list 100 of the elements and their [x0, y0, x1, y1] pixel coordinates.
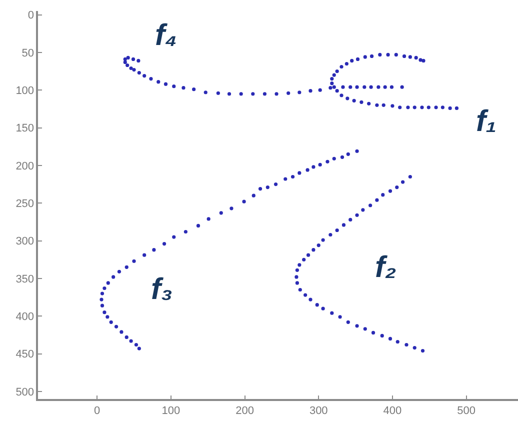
- point: [318, 88, 322, 92]
- point: [312, 248, 316, 252]
- x-tick-label: 500: [457, 404, 476, 417]
- point: [369, 85, 373, 89]
- point: [328, 232, 332, 237]
- point: [294, 275, 298, 279]
- point: [388, 336, 392, 341]
- point: [123, 60, 127, 64]
- point: [298, 263, 302, 267]
- point: [378, 52, 382, 56]
- point: [284, 177, 288, 181]
- point: [335, 89, 339, 93]
- point: [434, 106, 438, 110]
- point: [192, 88, 196, 92]
- point: [286, 91, 290, 95]
- y-tick-label: 400: [16, 310, 34, 323]
- point: [346, 96, 350, 100]
- point: [375, 198, 379, 202]
- point: [335, 69, 339, 74]
- point: [102, 286, 106, 290]
- point: [338, 315, 342, 319]
- point: [258, 187, 262, 191]
- point: [362, 85, 366, 89]
- point: [420, 348, 425, 353]
- point: [298, 288, 302, 292]
- point: [348, 85, 352, 89]
- point: [367, 102, 371, 106]
- point: [152, 248, 156, 252]
- y-tick-label: 500: [16, 386, 34, 398]
- point: [355, 324, 359, 328]
- point: [239, 92, 243, 96]
- point: [262, 92, 267, 96]
- point: [355, 149, 359, 153]
- point: [352, 98, 356, 102]
- point: [363, 327, 367, 331]
- point: [340, 155, 344, 159]
- point: [242, 200, 246, 204]
- point: [398, 106, 402, 110]
- series-label: f₃: [151, 273, 173, 306]
- y-tick-label: 200: [16, 160, 34, 172]
- point: [326, 160, 330, 164]
- point: [330, 82, 334, 86]
- series-label: f₂: [375, 251, 396, 284]
- point: [394, 52, 398, 56]
- point: [290, 174, 295, 179]
- point: [156, 80, 160, 84]
- x-tick-label: 100: [162, 404, 180, 417]
- point: [184, 230, 188, 234]
- x-tick-label: 400: [383, 404, 402, 417]
- point: [126, 63, 130, 68]
- y-tick-label: 50: [22, 47, 34, 60]
- point: [134, 342, 138, 347]
- point: [252, 194, 256, 198]
- point: [120, 330, 124, 334]
- point: [162, 242, 166, 246]
- x-tick-label: 0: [94, 404, 100, 417]
- point: [321, 238, 325, 242]
- x-tick-label: 300: [309, 404, 328, 417]
- point: [315, 303, 319, 307]
- point: [420, 106, 424, 110]
- point: [375, 103, 379, 107]
- series-label: f₄: [155, 19, 178, 52]
- point: [448, 106, 452, 110]
- point: [219, 211, 223, 215]
- point: [266, 186, 270, 190]
- point: [204, 90, 208, 94]
- point: [402, 54, 406, 58]
- point: [102, 310, 106, 314]
- point: [114, 324, 118, 328]
- point: [131, 57, 136, 62]
- point: [406, 106, 410, 110]
- point: [330, 77, 334, 81]
- point: [330, 311, 334, 315]
- point: [298, 90, 302, 94]
- point: [412, 346, 416, 350]
- point: [370, 54, 374, 58]
- point: [274, 182, 278, 186]
- point: [304, 293, 308, 297]
- point: [454, 106, 459, 110]
- point: [216, 91, 220, 95]
- point: [106, 315, 110, 319]
- point: [124, 265, 128, 269]
- point: [342, 223, 346, 227]
- y-tick-label: 100: [16, 84, 34, 97]
- point: [129, 66, 133, 70]
- y-tick-label: 450: [16, 348, 34, 361]
- point: [298, 171, 302, 175]
- y-tick-label: 350: [16, 273, 34, 286]
- y-tick-label: 150: [16, 122, 34, 135]
- point: [308, 298, 312, 302]
- point: [408, 174, 412, 179]
- point: [332, 156, 336, 160]
- point: [360, 100, 364, 104]
- point: [340, 64, 344, 69]
- point: [137, 346, 141, 350]
- point: [142, 253, 146, 257]
- y-tick-label: 250: [16, 198, 34, 210]
- point: [100, 292, 104, 296]
- point: [355, 85, 359, 89]
- point: [172, 235, 176, 239]
